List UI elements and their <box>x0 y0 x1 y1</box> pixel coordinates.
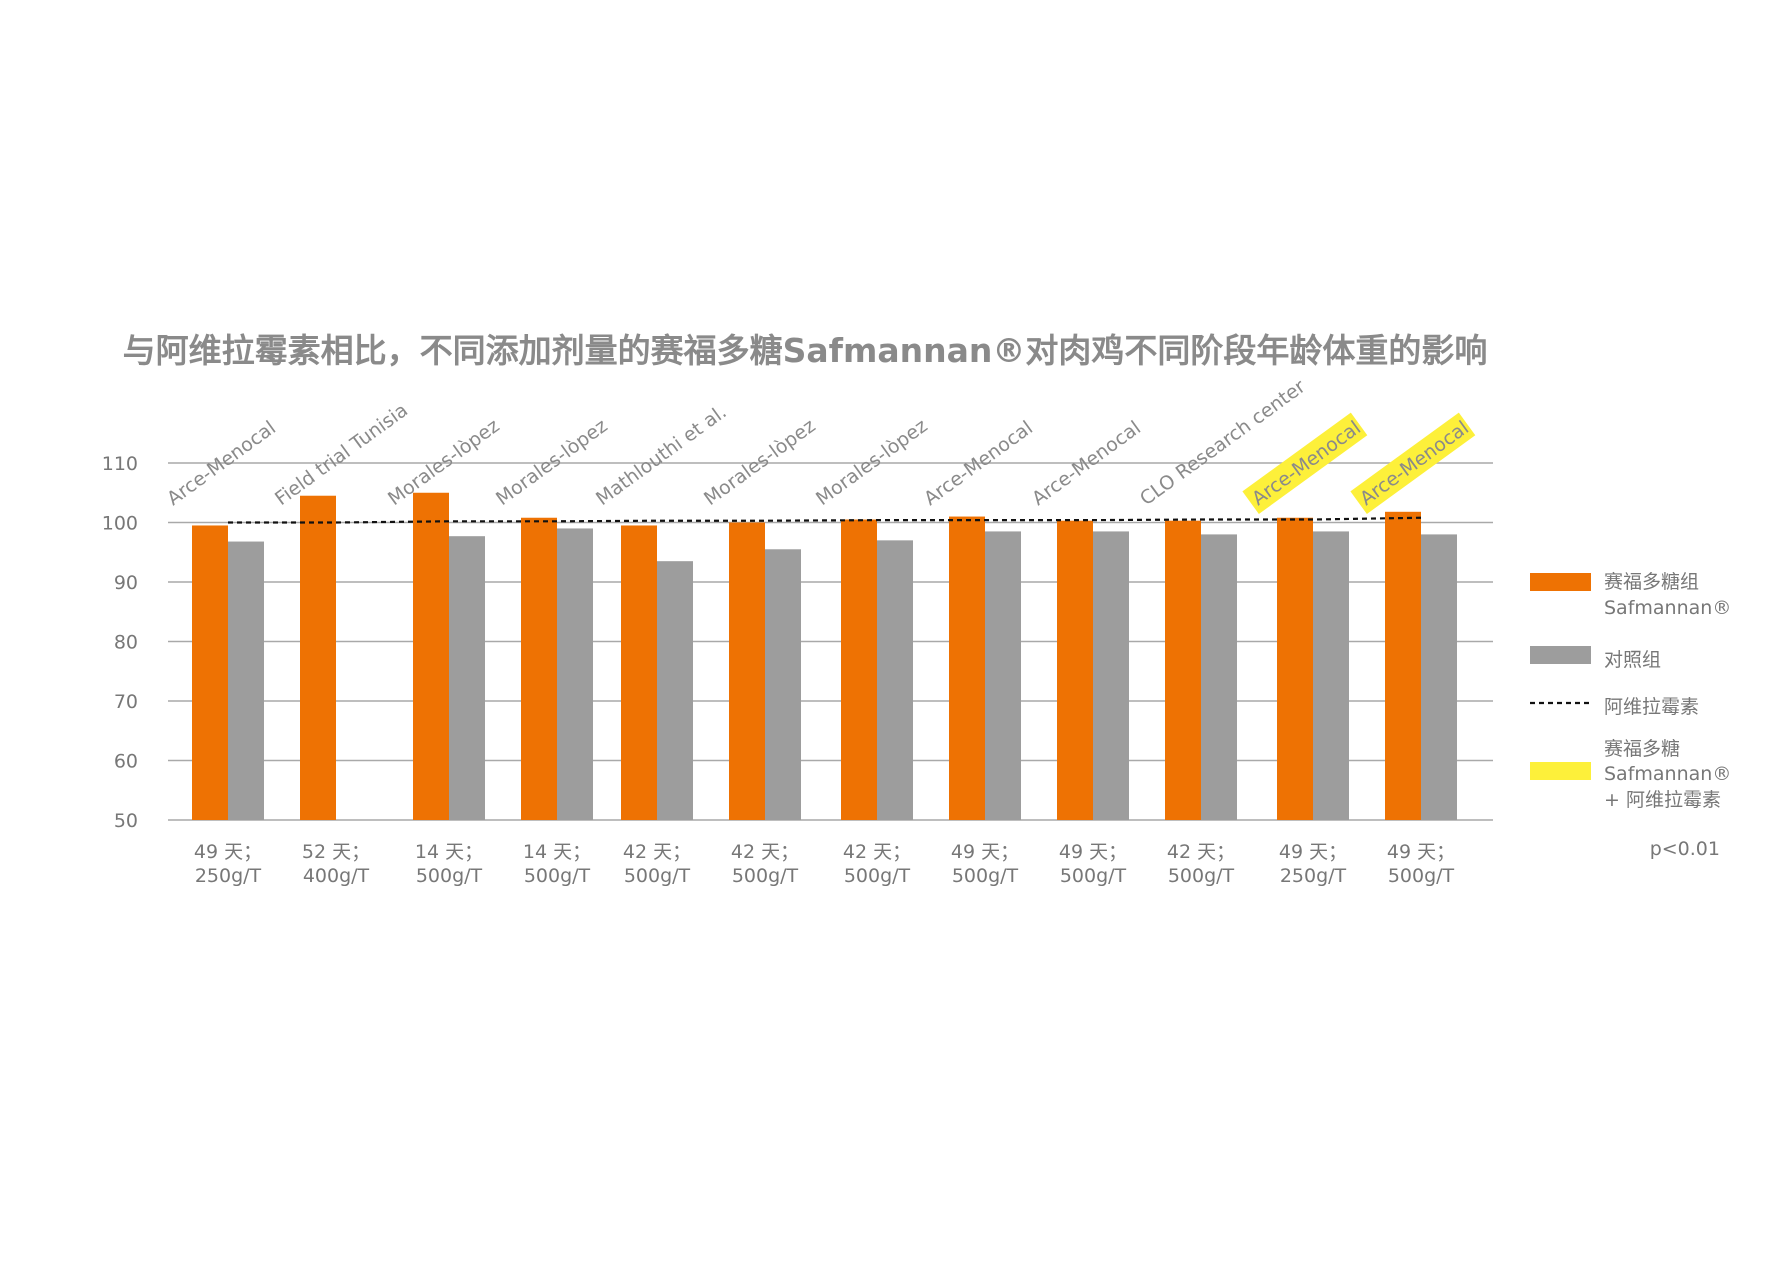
p-value-annotation: p<0.01 <box>1650 838 1720 860</box>
y-tick-label: 60 <box>114 751 138 773</box>
category-label-line2: 400g/T <box>303 865 370 887</box>
control-bar-6 <box>877 540 913 820</box>
control-bar-8 <box>1093 531 1129 820</box>
safmannan-bar-5 <box>729 522 765 820</box>
category-label-line1: 49 天； <box>194 841 262 863</box>
category-label-line1: 14 天； <box>415 841 483 863</box>
safmannan-bar-0 <box>192 525 228 820</box>
reference-line-layer <box>228 516 1422 524</box>
category-label-line1: 42 天； <box>623 841 691 863</box>
legend-label-combo: + 阿维拉霉素 <box>1604 789 1721 811</box>
category-label-line2: 250g/T <box>195 865 262 887</box>
safmannan-bar-1 <box>300 495 336 820</box>
safmannan-bar-6 <box>841 519 877 820</box>
category-label-line2: 500g/T <box>416 865 483 887</box>
safmannan-bar-9 <box>1165 520 1201 820</box>
legend-label-safmannan: 赛福多糖组 <box>1604 571 1699 593</box>
control-bar-11 <box>1421 534 1457 820</box>
y-tick-label: 100 <box>102 513 138 535</box>
legend-label-combo: Safmannan® <box>1604 763 1731 785</box>
category-label-line1: 42 天； <box>1167 841 1235 863</box>
category-label-line1: 14 天； <box>523 841 591 863</box>
category-label-line2: 250g/T <box>1280 865 1347 887</box>
control-bar-9 <box>1201 534 1237 820</box>
study-label-highlight <box>1242 412 1368 515</box>
avilamycin-reference-line <box>228 516 1422 524</box>
category-label-line2: 500g/T <box>1060 865 1127 887</box>
control-bar-4 <box>657 561 693 820</box>
category-label-line1: 49 天； <box>1059 841 1127 863</box>
category-label-line2: 500g/T <box>732 865 799 887</box>
category-label-line1: 42 天； <box>731 841 799 863</box>
bars <box>192 492 1457 820</box>
legend-label-avilamycin: 阿维拉霉素 <box>1604 696 1699 718</box>
category-label-line1: 49 天； <box>1279 841 1347 863</box>
legend-swatch-control <box>1530 646 1591 664</box>
category-label-line1: 49 天； <box>1387 841 1455 863</box>
category-label-line2: 500g/T <box>952 865 1019 887</box>
y-tick-label: 50 <box>114 810 138 832</box>
chart-title: 与阿维拉霉素相比，不同添加剂量的赛福多糖Safmannan®对肉鸡不同阶段年龄体… <box>123 331 1488 370</box>
category-label-line1: 42 天； <box>843 841 911 863</box>
safmannan-bar-2 <box>413 492 449 820</box>
gridlines <box>168 462 1493 821</box>
safmannan-bar-4 <box>621 525 657 820</box>
legend-swatch-combo <box>1530 762 1591 780</box>
category-label-line2: 500g/T <box>1388 865 1455 887</box>
safmannan-bar-8 <box>1057 520 1093 820</box>
y-tick-label: 90 <box>114 572 138 594</box>
legend-swatch-safmannan <box>1530 573 1591 591</box>
legend-label-safmannan: Safmannan® <box>1604 597 1731 619</box>
y-tick-label: 70 <box>114 691 138 713</box>
control-bar-0 <box>228 541 264 820</box>
control-bar-2 <box>449 536 485 820</box>
y-axis-ticks: 50 60 70 80 90 100 110 <box>102 453 138 832</box>
control-bar-10 <box>1313 531 1349 820</box>
y-tick-label: 110 <box>102 453 138 475</box>
safmannan-bar-7 <box>949 516 985 820</box>
control-bar-3 <box>557 528 593 820</box>
category-label-line1: 52 天； <box>302 841 370 863</box>
legend-label-combo: 赛福多糖 <box>1604 738 1680 760</box>
category-label-line2: 500g/T <box>524 865 591 887</box>
safmannan-bar-10 <box>1277 517 1313 820</box>
category-labels: 49 天；250g/T52 天；400g/T14 天；500g/T14 天；50… <box>194 841 1455 887</box>
category-label-line1: 49 天； <box>951 841 1019 863</box>
safmannan-bar-3 <box>521 517 557 820</box>
category-label-line2: 500g/T <box>1168 865 1235 887</box>
safmannan-bar-11 <box>1385 511 1421 820</box>
legend-label-control: 对照组 <box>1604 649 1661 671</box>
category-label-line2: 500g/T <box>844 865 911 887</box>
study-label-highlight <box>1350 412 1476 515</box>
y-tick-label: 80 <box>114 632 138 654</box>
control-bar-5 <box>765 549 801 820</box>
control-bar-7 <box>985 531 1021 820</box>
category-label-line2: 500g/T <box>624 865 691 887</box>
